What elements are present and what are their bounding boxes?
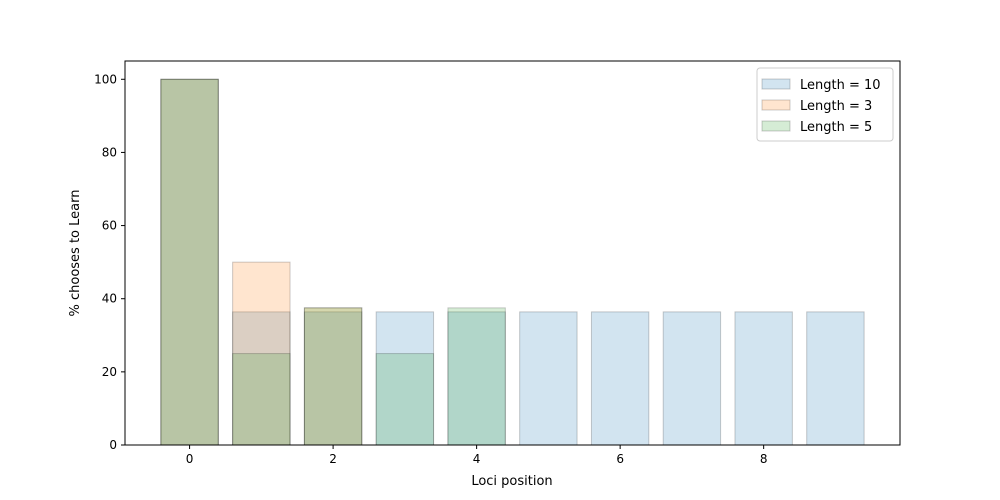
bar-series-3-x-1	[232, 353, 291, 446]
bar-series-1-x-1	[232, 311, 291, 446]
bar-series-1-x-2	[303, 311, 363, 446]
legend-frame	[756, 67, 894, 142]
x-axis-label: Loci position	[471, 474, 552, 489]
bar-series-1-x-4	[447, 311, 506, 446]
x-tick-label: 0	[186, 452, 194, 466]
legend-swatch-3	[761, 120, 791, 132]
bar-series-3-x-3	[375, 353, 435, 446]
legend-swatch-2	[761, 99, 791, 111]
x-tick-label: 6	[616, 452, 624, 466]
legend-swatch-1	[761, 78, 791, 90]
bar-series-2-x-2	[303, 307, 363, 446]
legend-label-2: Length = 3	[800, 99, 872, 114]
bar-series-3-x-2	[303, 307, 363, 446]
legend: Length = 10 Length = 3 Length = 5	[756, 67, 894, 142]
bar-series-1-x-6	[590, 311, 650, 446]
bars-layer	[160, 78, 865, 446]
bar-series-3-x-4	[447, 307, 506, 446]
x-tick-label: 2	[329, 452, 337, 466]
x-tick-label: 8	[760, 452, 768, 466]
bar-series-1-x-8	[734, 311, 793, 446]
y-tick-label: 100	[94, 72, 117, 86]
y-tick-label: 80	[102, 145, 117, 159]
bar-series-1-x-9	[806, 311, 865, 446]
bar-series-1-x-3	[375, 311, 435, 446]
bar-series-1-x-0	[160, 78, 219, 446]
bar-series-1-x-7	[662, 311, 722, 446]
y-axis-ticks: 0 20 40 60 80 100	[94, 72, 125, 452]
legend-label-3: Length = 5	[800, 120, 872, 135]
plot-frame	[124, 60, 901, 446]
y-tick-label: 60	[102, 219, 117, 233]
y-tick-label: 0	[109, 438, 117, 452]
x-axis-ticks: 0 2 4 6 8	[186, 445, 768, 466]
bar-series-2-x-1	[232, 261, 291, 446]
y-tick-label: 40	[102, 292, 117, 306]
x-tick-label: 4	[473, 452, 481, 466]
legend-label-1: Length = 10	[800, 78, 881, 93]
y-axis-label: % chooses to Learn	[68, 190, 83, 317]
bar-series-2-x-0	[160, 78, 219, 446]
bar-series-3-x-0	[160, 78, 219, 446]
bar-series-1-x-5	[519, 311, 578, 446]
y-tick-label: 20	[102, 365, 117, 379]
